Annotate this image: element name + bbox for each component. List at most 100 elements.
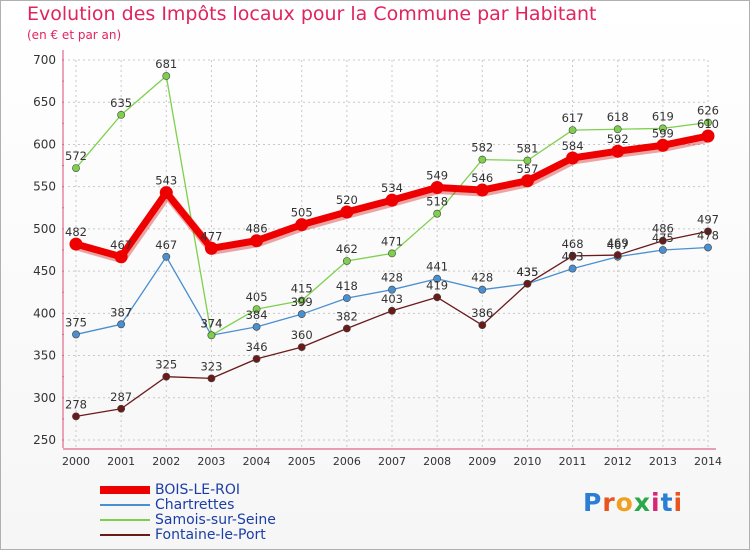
- y-tick-label: 500: [33, 222, 56, 236]
- brand-letter: P: [583, 488, 603, 517]
- data-point-fontaine-le-port: [613, 251, 622, 259]
- x-tick-label: 2012: [604, 455, 632, 468]
- data-label-bois-le-roi: 584: [562, 139, 584, 153]
- data-point-bois-le-roi: [611, 144, 625, 158]
- data-label-chartrettes: 428: [381, 271, 403, 285]
- data-point-samois-sur-seine: [478, 155, 487, 164]
- data-label-bois-le-roi: 549: [426, 169, 448, 183]
- data-label-samois-sur-seine: 518: [426, 195, 448, 209]
- x-tick-label: 2011: [559, 455, 587, 468]
- data-point-fontaine-le-port: [297, 343, 306, 352]
- data-label-fontaine-le-port: 382: [336, 310, 358, 324]
- data-point-chartrettes: [388, 285, 396, 294]
- series-line-fontaine-le-port: [75, 230, 709, 417]
- data-label-bois-le-roi: 482: [65, 225, 87, 239]
- data-point-fontaine-le-port: [704, 227, 712, 236]
- data-label-fontaine-le-port: 469: [607, 236, 629, 250]
- brand-letter: r: [602, 488, 616, 517]
- data-point-bois-le-roi: [69, 237, 83, 251]
- data-label-bois-le-roi: 592: [607, 132, 629, 146]
- proxiti-logo: Proxiti: [583, 488, 683, 517]
- data-label-fontaine-le-port: 386: [471, 306, 493, 320]
- data-label-samois-sur-seine: 681: [155, 57, 177, 71]
- data-label-fontaine-le-port: 468: [562, 237, 584, 251]
- data-point-bois-le-roi: [566, 151, 580, 165]
- data-point-fontaine-le-port: [478, 321, 487, 330]
- data-point-chartrettes: [478, 285, 487, 294]
- data-point-bois-le-roi: [520, 174, 534, 188]
- y-tick-label: 650: [33, 95, 56, 109]
- x-tick-label: 2003: [197, 455, 225, 468]
- data-label-chartrettes: 441: [426, 260, 448, 274]
- data-point-fontaine-le-port: [433, 293, 442, 302]
- data-label-chartrettes: 418: [336, 279, 358, 293]
- y-tick-label: 450: [33, 264, 56, 278]
- brand-letter: i: [673, 488, 684, 517]
- data-point-samois-sur-seine: [658, 124, 667, 133]
- data-label-samois-sur-seine: 572: [65, 149, 87, 163]
- data-label-chartrettes: 399: [291, 295, 313, 309]
- y-tick-label: 300: [33, 391, 56, 405]
- x-tick-label: 2000: [62, 455, 90, 468]
- data-point-chartrettes: [658, 246, 667, 254]
- data-point-fontaine-le-port: [342, 324, 351, 333]
- data-label-samois-sur-seine: 462: [336, 242, 358, 256]
- data-label-chartrettes: 428: [471, 271, 493, 285]
- data-point-bois-le-roi: [430, 181, 444, 195]
- data-point-chartrettes: [252, 322, 261, 331]
- brand-letter: o: [615, 488, 634, 517]
- data-point-fontaine-le-port: [523, 279, 532, 288]
- data-point-samois-sur-seine: [252, 305, 261, 314]
- data-label-chartrettes: 475: [652, 231, 674, 245]
- data-label-chartrettes: 467: [155, 238, 177, 252]
- x-tick-label: 2006: [333, 455, 361, 468]
- data-label-chartrettes: 375: [65, 315, 87, 329]
- data-label-bois-le-roi: 505: [291, 206, 313, 220]
- data-label-samois-sur-seine: 626: [697, 103, 719, 117]
- data-point-fontaine-le-port: [658, 236, 667, 245]
- brand-letter: x: [633, 488, 651, 517]
- x-tick-label: 2007: [378, 455, 406, 468]
- data-label-fontaine-le-port: 486: [652, 222, 674, 236]
- data-label-bois-le-roi: 477: [200, 229, 222, 243]
- data-point-bois-le-roi: [701, 129, 715, 143]
- data-label-fontaine-le-port: 346: [246, 340, 268, 354]
- data-label-fontaine-le-port: 360: [291, 328, 313, 342]
- data-label-chartrettes: 453: [562, 250, 584, 264]
- data-label-samois-sur-seine: 635: [110, 96, 132, 110]
- data-point-bois-le-roi: [385, 193, 399, 207]
- data-point-bois-le-roi: [159, 186, 173, 200]
- y-tick-label: 600: [33, 137, 56, 151]
- data-point-chartrettes: [72, 330, 80, 339]
- data-point-samois-sur-seine: [704, 118, 712, 127]
- y-tick-label: 700: [33, 53, 56, 67]
- data-point-samois-sur-seine: [568, 126, 577, 134]
- data-point-bois-le-roi: [295, 218, 309, 232]
- data-point-samois-sur-seine: [162, 72, 171, 80]
- data-label-samois-sur-seine: 374: [200, 316, 222, 330]
- data-point-chartrettes: [297, 310, 306, 319]
- x-tick-label: 2001: [107, 455, 135, 468]
- data-point-samois-sur-seine: [388, 249, 396, 258]
- data-label-bois-le-roi: 534: [381, 181, 403, 195]
- data-label-fontaine-le-port: 497: [697, 212, 719, 226]
- data-label-fontaine-le-port: 323: [200, 359, 222, 373]
- x-tick-label: 2008: [423, 455, 451, 468]
- data-label-samois-sur-seine: 582: [471, 141, 493, 155]
- data-point-bois-le-roi: [340, 205, 354, 219]
- data-label-fontaine-le-port: 403: [381, 292, 403, 306]
- data-label-samois-sur-seine: 617: [562, 111, 584, 125]
- data-point-chartrettes: [117, 320, 126, 329]
- data-label-bois-le-roi: 486: [246, 222, 268, 236]
- data-point-bois-le-roi: [204, 241, 218, 255]
- data-point-samois-sur-seine: [297, 296, 306, 305]
- data-point-chartrettes: [162, 252, 171, 261]
- data-label-bois-le-roi: 520: [336, 193, 358, 207]
- data-point-samois-sur-seine: [207, 331, 216, 340]
- data-point-chartrettes: [568, 264, 577, 273]
- data-point-samois-sur-seine: [342, 257, 351, 265]
- x-tick-label: 2010: [513, 455, 541, 468]
- data-point-samois-sur-seine: [613, 125, 622, 134]
